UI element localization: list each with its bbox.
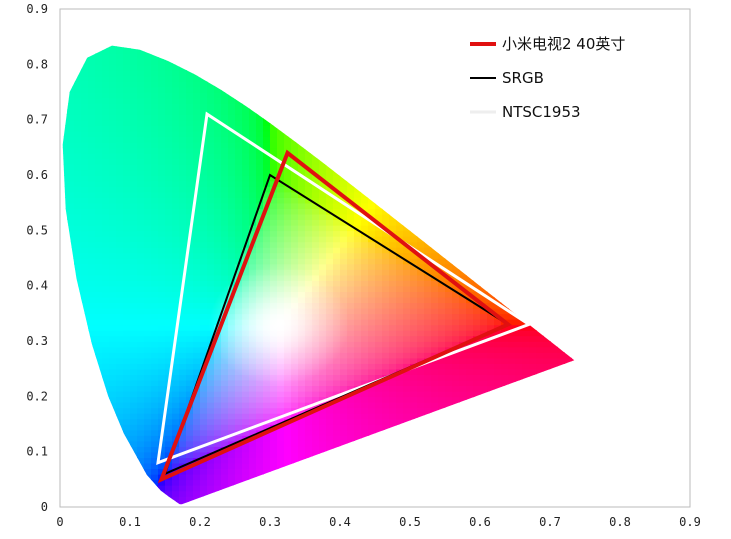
y-tick-label: 0.8 (26, 57, 48, 71)
y-tick-label: 0.1 (26, 445, 48, 459)
gamut-triangle-0 (157, 149, 512, 484)
y-tick-label: 0 (41, 500, 48, 514)
legend-label: 小米电视2 40英寸 (502, 35, 625, 53)
x-tick-label: 0 (56, 515, 63, 529)
x-tick-label: 0.7 (539, 515, 561, 529)
legend-label: SRGB (502, 69, 544, 87)
y-tick-label: 0.4 (26, 279, 48, 293)
x-tick-label: 0.5 (399, 515, 421, 529)
x-tick-label: 0.8 (609, 515, 631, 529)
y-tick-label: 0.7 (26, 113, 48, 127)
axis-ticks: 0 0.1 0.2 0.3 0.4 0.5 0.6 0.7 0.8 0.9 0 0.1 0.2 0.3 0.… (26, 2, 701, 529)
y-tick-label: 0.3 (26, 334, 48, 348)
x-tick-label: 0.3 (259, 515, 281, 529)
y-tick-label: 0.6 (26, 168, 48, 182)
gamut-triangle-2 (156, 111, 533, 465)
x-tick-label: 0.2 (189, 515, 211, 529)
y-tick-label: 0.2 (26, 389, 48, 403)
legend: 小米电视2 40英寸 SRGB NTSC1953 (470, 35, 625, 121)
x-tick-label: 0.6 (469, 515, 491, 529)
legend-label: NTSC1953 (502, 103, 581, 121)
y-tick-label: 0.9 (26, 2, 48, 16)
x-tick-label: 0.1 (119, 515, 141, 529)
x-tick-label: 0.9 (679, 515, 701, 529)
gamut-triangles (156, 111, 533, 484)
y-tick-label: 0.5 (26, 223, 48, 237)
x-tick-label: 0.4 (329, 515, 351, 529)
